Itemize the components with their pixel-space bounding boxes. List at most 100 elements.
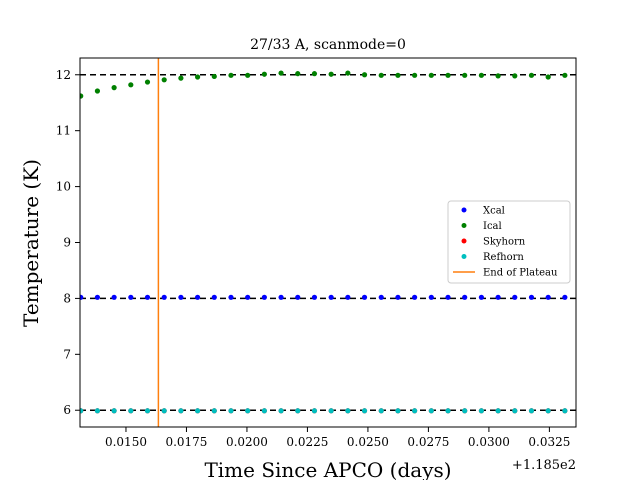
y-tick-label-1: 6 bbox=[63, 403, 71, 417]
point-xcal-1 bbox=[80, 294, 84, 300]
point-ical-6 bbox=[161, 77, 167, 83]
point-ical-10 bbox=[228, 72, 234, 78]
point-refhorn-19 bbox=[378, 408, 384, 414]
point-ical-9 bbox=[211, 73, 217, 80]
point-xcal-14 bbox=[295, 294, 301, 300]
point-refhorn-12 bbox=[261, 408, 267, 414]
y-tick-label-2: 7 bbox=[63, 347, 71, 361]
point-xcal-21 bbox=[412, 294, 418, 300]
point-ical-15 bbox=[311, 71, 318, 77]
x-tick-label-2: 0.0175 bbox=[165, 435, 207, 449]
point-ical-18 bbox=[361, 72, 368, 78]
x-tick-label-1: 0.0150 bbox=[105, 435, 147, 449]
point-refhorn-22 bbox=[428, 408, 434, 414]
point-ical-25 bbox=[478, 72, 484, 78]
legend-marker-xcal bbox=[461, 207, 467, 213]
point-refhorn-30 bbox=[562, 408, 568, 414]
x-tick-label-7: 0.0300 bbox=[468, 435, 510, 449]
point-xcal-12 bbox=[261, 294, 267, 300]
legend-label-ical: Ical bbox=[483, 221, 502, 232]
point-xcal-28 bbox=[528, 294, 535, 300]
point-xcal-8 bbox=[194, 294, 201, 300]
point-refhorn-6 bbox=[161, 408, 167, 414]
point-ical-23 bbox=[445, 72, 451, 78]
y-axis-ticks: 6 7 8 9 10 11 12 bbox=[56, 68, 80, 417]
legend: Xcal Ical Skyhorn Refhorn End of Plateau bbox=[447, 200, 571, 284]
plot-area bbox=[80, 58, 576, 427]
point-xcal-29 bbox=[545, 294, 551, 300]
point-xcal-17 bbox=[345, 294, 351, 300]
legend-label-refhorn: Refhorn bbox=[483, 252, 524, 263]
point-refhorn-9 bbox=[211, 408, 217, 414]
x-axis-label: Time Since APCO (days) bbox=[204, 458, 451, 480]
point-ical-3 bbox=[111, 85, 117, 91]
point-refhorn-7 bbox=[178, 408, 184, 414]
point-xcal-19 bbox=[378, 294, 384, 300]
point-ical-4 bbox=[128, 82, 134, 88]
point-ical-14 bbox=[295, 71, 301, 77]
point-refhorn-16 bbox=[328, 408, 334, 414]
point-ical-22 bbox=[428, 72, 434, 78]
point-ical-1 bbox=[80, 93, 84, 99]
point-refhorn-13 bbox=[278, 408, 284, 414]
point-refhorn-26 bbox=[495, 408, 501, 414]
legend-label-end-of-plateau: End of Plateau bbox=[483, 268, 558, 279]
point-refhorn-10 bbox=[228, 408, 234, 414]
point-ical-17 bbox=[345, 70, 351, 76]
point-xcal-3 bbox=[111, 294, 117, 300]
y-tick-label-4: 9 bbox=[63, 236, 71, 250]
point-refhorn-1 bbox=[80, 408, 84, 414]
point-refhorn-4 bbox=[128, 408, 134, 414]
y-axis-label: Temperature (K) bbox=[19, 159, 43, 327]
point-refhorn-24 bbox=[462, 408, 468, 414]
series-refhorn bbox=[80, 408, 568, 414]
point-xcal-7 bbox=[178, 294, 184, 300]
point-refhorn-5 bbox=[144, 408, 151, 414]
point-refhorn-11 bbox=[245, 408, 251, 414]
legend-marker-refhorn bbox=[461, 254, 467, 259]
point-refhorn-17 bbox=[345, 408, 351, 414]
point-ical-28 bbox=[528, 72, 535, 78]
x-tick-label-6: 0.0275 bbox=[407, 435, 449, 449]
point-refhorn-2 bbox=[94, 408, 101, 414]
point-xcal-9 bbox=[211, 294, 217, 300]
point-xcal-6 bbox=[161, 294, 167, 300]
point-refhorn-25 bbox=[478, 408, 484, 414]
point-xcal-4 bbox=[128, 294, 134, 300]
point-xcal-2 bbox=[94, 294, 101, 300]
point-ical-5 bbox=[144, 79, 151, 85]
x-tick-label-4: 0.0225 bbox=[286, 435, 328, 449]
point-refhorn-8 bbox=[194, 408, 201, 414]
point-xcal-15 bbox=[311, 294, 318, 300]
point-ical-26 bbox=[495, 73, 501, 79]
point-ical-13 bbox=[278, 70, 284, 76]
point-ical-12 bbox=[261, 71, 267, 77]
point-ical-30 bbox=[562, 72, 568, 78]
y-tick-label-6: 11 bbox=[56, 124, 71, 138]
point-ical-21 bbox=[412, 72, 418, 78]
legend-box bbox=[447, 200, 571, 284]
point-xcal-25 bbox=[478, 294, 484, 300]
point-xcal-11 bbox=[245, 294, 251, 300]
series-xcal bbox=[80, 294, 568, 300]
x-tick-label-3: 0.0200 bbox=[226, 435, 268, 449]
y-tick-label-5: 10 bbox=[56, 180, 71, 194]
x-axis-ticks: 0.0150 0.0175 0.0200 0.0225 0.0250 0.0275 0.03… bbox=[105, 427, 570, 449]
point-xcal-23 bbox=[445, 294, 451, 300]
point-refhorn-14 bbox=[295, 408, 301, 414]
point-refhorn-29 bbox=[545, 408, 551, 414]
point-xcal-16 bbox=[328, 294, 334, 300]
point-refhorn-3 bbox=[111, 408, 117, 414]
point-refhorn-27 bbox=[512, 408, 518, 414]
point-xcal-22 bbox=[428, 294, 434, 300]
point-xcal-27 bbox=[512, 294, 518, 300]
point-ical-20 bbox=[395, 72, 401, 78]
point-refhorn-28 bbox=[528, 408, 535, 414]
point-xcal-18 bbox=[361, 294, 368, 300]
point-ical-27 bbox=[512, 73, 518, 79]
point-ical-8 bbox=[194, 74, 201, 80]
legend-marker-ical bbox=[461, 223, 467, 228]
point-ical-19 bbox=[378, 72, 384, 78]
x-tick-label-8: 0.0325 bbox=[528, 435, 570, 449]
point-refhorn-18 bbox=[361, 408, 368, 414]
